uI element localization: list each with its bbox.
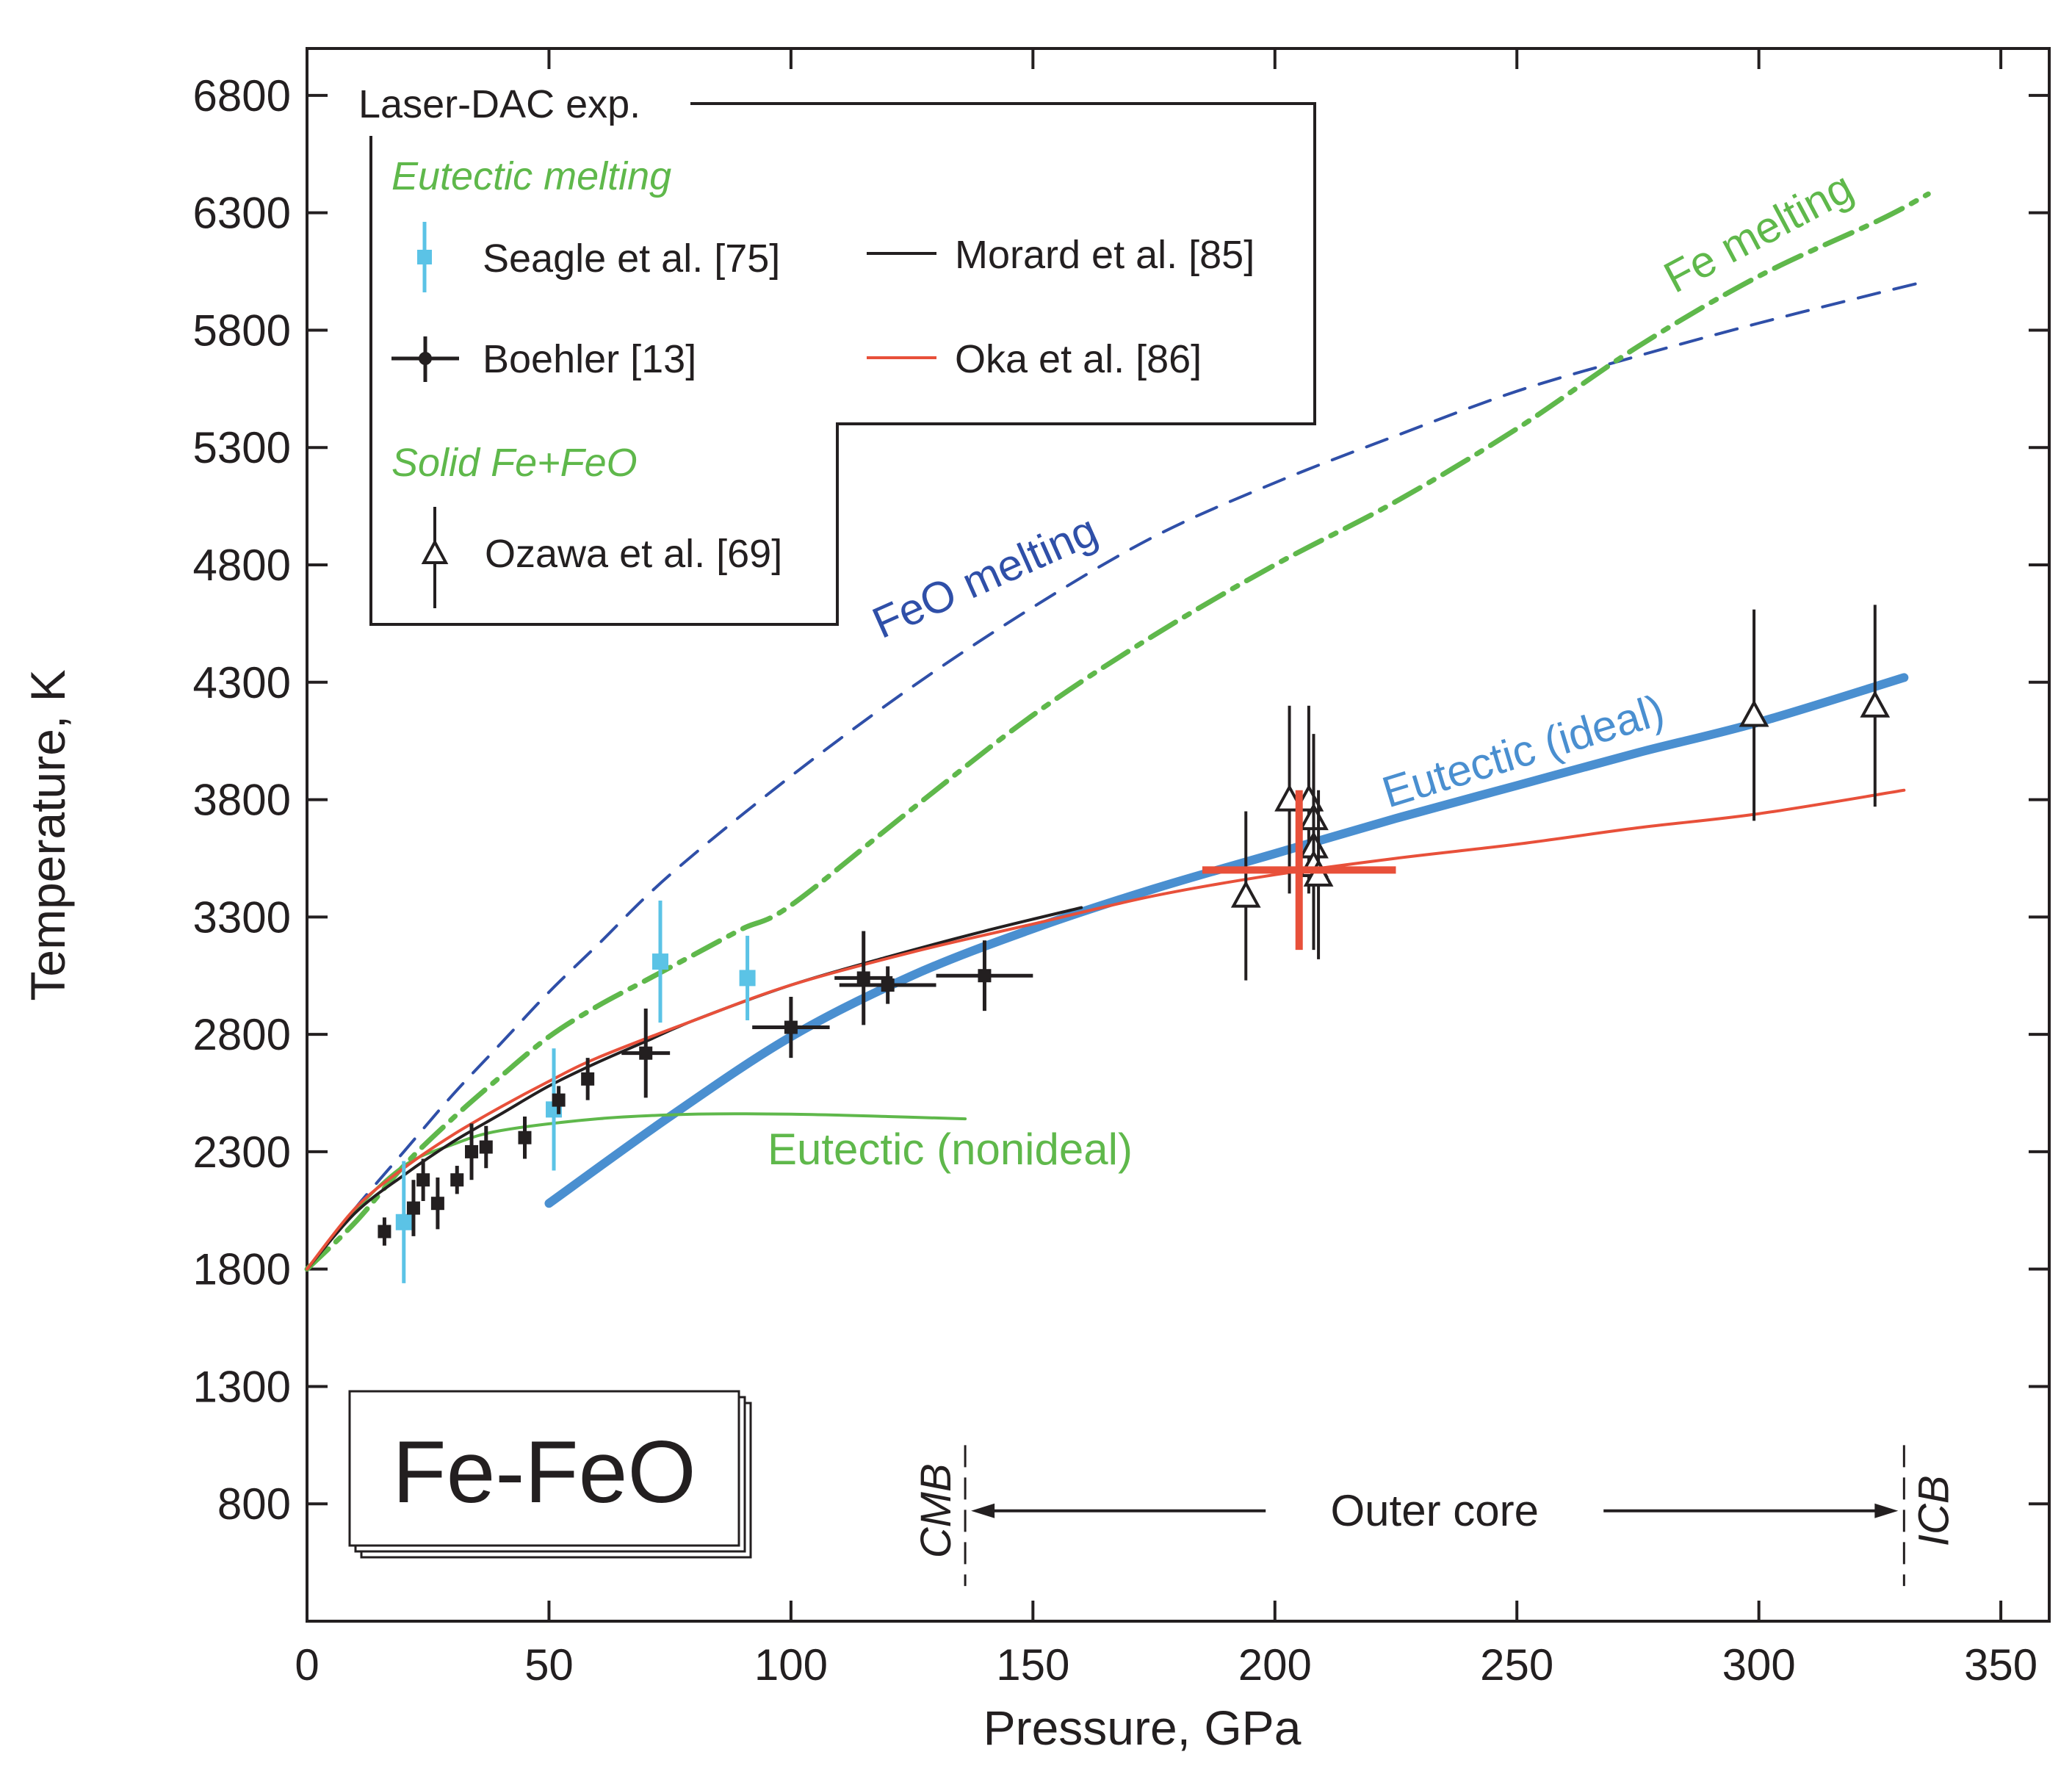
boehler-point-13 — [881, 978, 895, 992]
eutectic-nonideal-label: Eutectic (nonideal) — [768, 1125, 1133, 1174]
y-axis-title: Temperature, K — [21, 669, 75, 1000]
boehler-point-5 — [465, 1144, 479, 1158]
boehler-point-6 — [479, 1140, 493, 1154]
legend: Laser-DAC exp. Eutectic melting Solid Fe… — [358, 82, 1316, 626]
ozawa-point-0 — [1230, 880, 1261, 908]
legend-boehler-label: Boehler [13] — [483, 337, 696, 381]
boehler-point-7 — [518, 1130, 532, 1144]
legend-title: Laser-DAC exp. — [358, 82, 640, 126]
y-tick-label-2800: 2800 — [193, 1010, 291, 1059]
boehler-point-10 — [639, 1046, 653, 1060]
legend-frame — [369, 102, 1316, 626]
oka-curve — [306, 788, 1906, 1271]
y-tick-label-2300: 2300 — [193, 1128, 291, 1177]
x-tick-label-300: 300 — [1722, 1640, 1796, 1690]
x-axis-title: Pressure, GPa — [983, 1701, 1302, 1755]
fe-melting-curve — [304, 191, 1931, 1272]
legend-seagle-marker — [417, 222, 432, 292]
seagle-point-2 — [651, 953, 668, 970]
data-points — [378, 605, 1891, 1283]
boehler-point-1 — [406, 1201, 420, 1215]
boehler-point-4 — [450, 1173, 464, 1187]
legend-ozawa-marker — [421, 507, 449, 608]
boehler-point-8 — [552, 1093, 566, 1107]
y-tick-label-6800: 6800 — [193, 71, 291, 120]
seagle-point-0 — [395, 1214, 412, 1230]
y-tick-label-1300: 1300 — [193, 1362, 291, 1411]
cmb-label: CMB — [912, 1463, 960, 1558]
ozawa-point-7 — [1739, 699, 1769, 727]
outer-core-arrowhead-right — [1874, 1503, 1899, 1518]
legend-group-solid: Solid Fe+FeO — [391, 441, 638, 485]
y-tick-label-4300: 4300 — [193, 658, 291, 707]
plot-frame — [306, 47, 2051, 1623]
y-tick-labels: 800 1300 1800 2300 2800 3300 3800 4300 4800 5300 5… — [193, 71, 291, 1529]
x-tick-label-350: 350 — [1964, 1640, 2037, 1690]
ozawa-point-8 — [1860, 690, 1891, 718]
legend-group-eutectic: Eutectic melting — [391, 154, 671, 198]
x-tick-label-200: 200 — [1238, 1640, 1312, 1690]
outer-core-annotation: CMB ICB Outer core — [912, 1445, 1957, 1587]
y-tick-label-5800: 5800 — [193, 306, 291, 355]
boehler-point-14 — [978, 969, 992, 983]
icb-label: ICB — [1910, 1475, 1957, 1546]
x-tick-label-150: 150 — [996, 1640, 1069, 1690]
y-tick-label-3300: 3300 — [193, 892, 291, 942]
outer-core-label: Outer core — [1330, 1486, 1538, 1535]
boehler-point-3 — [430, 1197, 444, 1211]
boehler-point-0 — [378, 1225, 391, 1238]
x-tick-label-0: 0 — [295, 1640, 319, 1690]
y-tick-label-6300: 6300 — [193, 189, 291, 238]
legend-morard-label: Morard et al. [85] — [955, 233, 1255, 277]
x-tick-label-50: 50 — [524, 1640, 574, 1690]
y-tick-label-800: 800 — [217, 1479, 291, 1529]
legend-ozawa-label: Ozawa et al. [69] — [485, 532, 782, 576]
y-tick-label-1800: 1800 — [193, 1245, 291, 1294]
x-tick-label-100: 100 — [754, 1640, 828, 1690]
boehler-point-2 — [416, 1173, 430, 1187]
x-tick-labels: 0 50 100 150 200 250 300 350 — [295, 1640, 2037, 1690]
outer-core-arrowhead-left — [971, 1503, 995, 1518]
y-tick-label-4800: 4800 — [193, 541, 291, 590]
legend-oka-label: Oka et al. [86] — [955, 337, 1202, 381]
boehler-point-11 — [784, 1020, 798, 1034]
system-label: Fe-FeO — [392, 1423, 696, 1521]
y-tick-label-5300: 5300 — [193, 423, 291, 472]
boehler-point-9 — [581, 1072, 595, 1086]
seagle-point-3 — [739, 970, 756, 987]
y-tick-label-3800: 3800 — [193, 776, 291, 825]
legend-seagle-label: Seagle et al. [75] — [483, 237, 780, 281]
legend-boehler-marker — [391, 336, 459, 382]
boehler-point-12 — [856, 971, 870, 985]
x-tick-label-250: 250 — [1480, 1640, 1553, 1690]
system-label-box: Fe-FeO — [348, 1390, 752, 1559]
